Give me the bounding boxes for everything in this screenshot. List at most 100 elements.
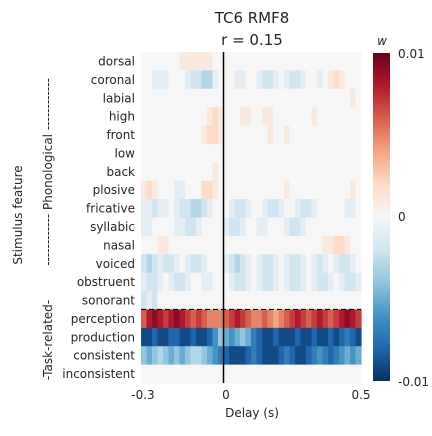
heatmap-cell	[339, 235, 346, 255]
heatmap-cell	[218, 107, 225, 127]
heatmap-cell	[146, 217, 153, 237]
heatmap-cell	[185, 52, 192, 71]
heatmap-cell	[344, 254, 351, 274]
heatmap-cell	[185, 235, 192, 255]
heatmap-cell	[245, 272, 252, 292]
heatmap-cell	[168, 199, 175, 219]
heatmap-cell	[350, 70, 357, 90]
heatmap-cell	[350, 272, 357, 292]
heatmap-cell	[251, 162, 258, 182]
row-label-plosive: plosive	[93, 183, 135, 197]
x-tick-max: 0.5	[351, 388, 370, 402]
heatmap-cell	[262, 254, 269, 274]
heatmap-cell	[311, 235, 318, 255]
heatmap-cell	[344, 199, 351, 219]
heatmap-cell	[240, 272, 247, 292]
heatmap-cell	[339, 364, 346, 384]
heatmap-cell	[295, 272, 302, 292]
heatmap-cell	[317, 162, 324, 182]
heatmap-cell	[229, 70, 236, 90]
heatmap-cell	[234, 346, 241, 366]
heatmap-cell	[157, 291, 164, 311]
heatmap-cell	[284, 199, 291, 219]
heatmap-cell	[218, 70, 225, 90]
row-label-dorsal: dorsal	[98, 54, 135, 68]
heatmap-cell	[256, 199, 263, 219]
heatmap-cell	[229, 143, 236, 163]
heatmap-cell	[174, 180, 181, 200]
heatmap-cell	[322, 327, 329, 347]
heatmap-cell	[295, 125, 302, 145]
heatmap-cell	[229, 125, 236, 145]
heatmap-cell	[256, 254, 263, 274]
heatmap-cell	[152, 88, 159, 108]
heatmap-cell	[322, 291, 329, 311]
heatmap-cell	[146, 199, 153, 219]
heatmap-cell	[311, 107, 318, 127]
heatmap-cell	[174, 162, 181, 182]
heatmap-cell	[174, 364, 181, 384]
heatmap-cell	[240, 217, 247, 237]
heatmap-cell	[300, 217, 307, 237]
heatmap-cell	[300, 88, 307, 108]
heatmap-cell	[262, 107, 269, 127]
heatmap-cell	[333, 346, 340, 366]
heatmap-cell	[190, 235, 197, 255]
heatmap-cell	[229, 52, 236, 71]
heatmap-cell	[311, 199, 318, 219]
heatmap-cell	[179, 125, 186, 145]
heatmap-cell	[212, 199, 219, 219]
heatmap-cell	[218, 125, 225, 145]
row-labels: dorsal coronal labial high front low back plosi…	[62, 54, 135, 381]
heatmap-cell	[339, 199, 346, 219]
heatmap-cell	[306, 346, 313, 366]
heatmap-cell	[201, 254, 208, 274]
heatmap-cell	[201, 327, 208, 347]
heatmap-cell	[328, 309, 335, 329]
heatmap-cell	[306, 125, 313, 145]
heatmap-cell	[328, 52, 335, 71]
heatmap-cell	[251, 143, 258, 163]
heatmap-cell	[240, 199, 247, 219]
heatmap-cell	[273, 327, 280, 347]
heatmap-cell	[196, 327, 203, 347]
colorbar-tick-min: -0.01	[398, 375, 429, 389]
heatmap-cell	[322, 143, 329, 163]
heatmap-cell	[163, 327, 170, 347]
heatmap-cell	[339, 346, 346, 366]
heatmap-cell	[355, 125, 362, 145]
heatmap-cell	[278, 107, 285, 127]
heatmap-cell	[339, 70, 346, 90]
heatmap-cell	[289, 162, 296, 182]
heatmap-cell	[201, 70, 208, 90]
heatmap-cell	[317, 217, 324, 237]
heatmap-cell	[251, 291, 258, 311]
heatmap-cell	[284, 254, 291, 274]
heatmap-cell	[163, 272, 170, 292]
heatmap-cell	[185, 346, 192, 366]
heatmap-cell	[300, 291, 307, 311]
heatmap-cell	[152, 125, 159, 145]
heatmap-cell	[212, 309, 219, 329]
heatmap-cell	[223, 88, 230, 108]
heatmap-cell	[157, 180, 164, 200]
heatmap-cell	[355, 309, 362, 329]
heatmap-cell	[201, 125, 208, 145]
heatmap-cell	[333, 52, 340, 71]
heatmap-cell	[196, 52, 203, 71]
heatmap-cell	[196, 162, 203, 182]
heatmap-cell	[317, 364, 324, 384]
heatmap-cell	[196, 346, 203, 366]
heatmap-cell	[146, 272, 153, 292]
heatmap-cell	[267, 291, 274, 311]
heatmap-cell	[245, 162, 252, 182]
heatmap-cell	[284, 162, 291, 182]
heatmap-cell	[300, 199, 307, 219]
heatmap-cell	[240, 364, 247, 384]
heatmap-cell	[273, 107, 280, 127]
heatmap-cell	[196, 291, 203, 311]
heatmap-cell	[284, 364, 291, 384]
heatmap-cell	[317, 327, 324, 347]
heatmap-cell	[234, 217, 241, 237]
